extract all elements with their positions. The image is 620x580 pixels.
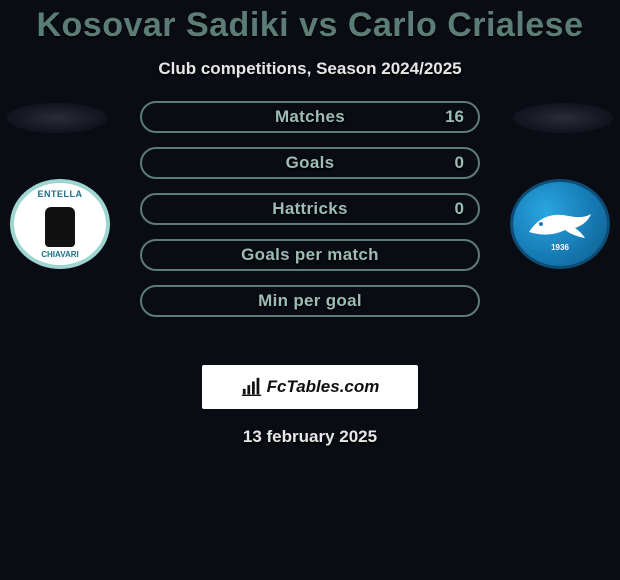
brand-box: FcTables.com [202, 365, 418, 409]
right-player-side: 1936 [500, 101, 620, 269]
stat-bar-goals: Goals 0 [140, 147, 480, 179]
stat-bar-goals-per-match: Goals per match [140, 239, 480, 271]
pescara-club-badge: 1936 [510, 179, 610, 269]
dolphin-icon [525, 206, 595, 242]
stat-bar-min-per-goal: Min per goal [140, 285, 480, 317]
stat-label: Goals per match [241, 245, 379, 265]
page-title: Kosovar Sadiki vs Carlo Crialese [0, 6, 620, 45]
comparison-arena: ENTELLA CHIAVARI 1936 Matches 16 [0, 101, 620, 341]
entella-bottom-text: CHIAVARI [41, 250, 78, 259]
left-player-side: ENTELLA CHIAVARI [0, 101, 120, 269]
stat-label: Min per goal [258, 291, 362, 311]
brand-text: FcTables.com [267, 377, 380, 397]
player-photo-placeholder-right [513, 103, 613, 133]
bar-chart-icon [241, 376, 263, 398]
entella-figure-icon [45, 207, 75, 247]
stat-label: Matches [275, 107, 345, 127]
stat-value-right: 0 [455, 199, 464, 219]
stat-bar-hattricks: Hattricks 0 [140, 193, 480, 225]
pescara-year: 1936 [513, 243, 607, 252]
stat-label: Hattricks [272, 199, 347, 219]
infographic-root: Kosovar Sadiki vs Carlo Crialese Club co… [0, 0, 620, 447]
subtitle: Club competitions, Season 2024/2025 [0, 59, 620, 79]
stat-value-right: 0 [455, 153, 464, 173]
stat-bar-matches: Matches 16 [140, 101, 480, 133]
stat-label: Goals [286, 153, 335, 173]
date-text: 13 february 2025 [0, 427, 620, 447]
entella-club-badge: ENTELLA CHIAVARI [10, 179, 110, 269]
stat-bars: Matches 16 Goals 0 Hattricks 0 Goals per… [140, 101, 480, 317]
stat-value-right: 16 [445, 107, 464, 127]
player-photo-placeholder-left [7, 103, 107, 133]
entella-top-text: ENTELLA [38, 189, 83, 199]
